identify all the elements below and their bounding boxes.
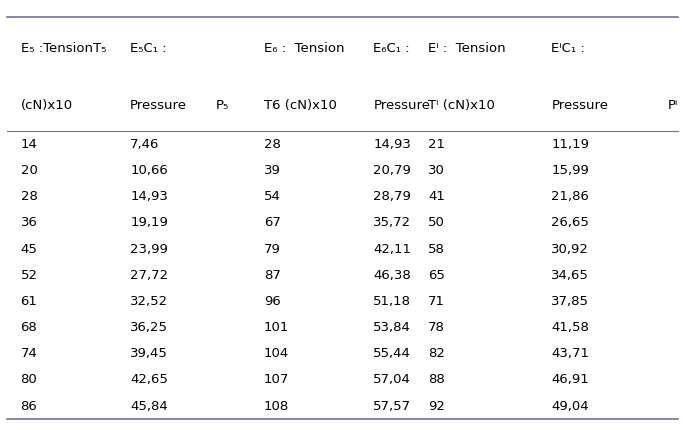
Text: 26,65: 26,65 xyxy=(551,216,589,229)
Text: 49,04: 49,04 xyxy=(551,399,589,413)
Text: T6 (cN)x10: T6 (cN)x10 xyxy=(264,99,336,112)
Text: 53,84: 53,84 xyxy=(373,321,411,334)
Text: 41,58: 41,58 xyxy=(551,321,589,334)
Text: 101: 101 xyxy=(264,321,289,334)
Text: 104: 104 xyxy=(264,347,289,360)
Text: 45: 45 xyxy=(21,243,38,255)
Text: 54: 54 xyxy=(264,190,281,203)
Text: 28,79: 28,79 xyxy=(373,190,411,203)
Text: 39: 39 xyxy=(264,164,281,177)
Text: 27,72: 27,72 xyxy=(130,269,169,282)
Text: Pressure: Pressure xyxy=(551,99,608,112)
Text: 68: 68 xyxy=(21,321,37,334)
Text: 7,46: 7,46 xyxy=(130,138,160,151)
Text: 55,44: 55,44 xyxy=(373,347,411,360)
Text: 86: 86 xyxy=(21,399,37,413)
Text: 37,85: 37,85 xyxy=(551,295,589,308)
Text: E₆ :  Tension: E₆ : Tension xyxy=(264,42,345,55)
Text: 107: 107 xyxy=(264,374,289,387)
Text: 57,04: 57,04 xyxy=(373,374,411,387)
Text: Pressure: Pressure xyxy=(130,99,187,112)
Text: 58: 58 xyxy=(428,243,445,255)
Text: 30,92: 30,92 xyxy=(551,243,589,255)
Text: Tⁱ (cN)x10: Tⁱ (cN)x10 xyxy=(428,99,495,112)
Text: 108: 108 xyxy=(264,399,289,413)
Text: 46,38: 46,38 xyxy=(373,269,411,282)
Text: 32,52: 32,52 xyxy=(130,295,169,308)
Text: 28: 28 xyxy=(21,190,38,203)
Text: EⁱC₁ :: EⁱC₁ : xyxy=(551,42,585,55)
Text: 10,66: 10,66 xyxy=(130,164,168,177)
Text: E₆C₁ :: E₆C₁ : xyxy=(373,42,410,55)
Text: 57,57: 57,57 xyxy=(373,399,412,413)
Text: 82: 82 xyxy=(428,347,445,360)
Text: 88: 88 xyxy=(428,374,445,387)
Text: 92: 92 xyxy=(428,399,445,413)
Text: 50: 50 xyxy=(428,216,445,229)
Text: P₅: P₅ xyxy=(216,99,229,112)
Text: 87: 87 xyxy=(264,269,281,282)
Text: 15,99: 15,99 xyxy=(551,164,589,177)
Text: 36: 36 xyxy=(21,216,38,229)
Text: 11,19: 11,19 xyxy=(551,138,589,151)
Text: Pressure: Pressure xyxy=(373,99,430,112)
Text: 71: 71 xyxy=(428,295,445,308)
Text: 52: 52 xyxy=(21,269,38,282)
Text: 14: 14 xyxy=(21,138,38,151)
Text: 23,99: 23,99 xyxy=(130,243,168,255)
Text: 21: 21 xyxy=(428,138,445,151)
Text: (cN)x10: (cN)x10 xyxy=(21,99,73,112)
Text: 41: 41 xyxy=(428,190,445,203)
Text: E₅C₁ :: E₅C₁ : xyxy=(130,42,166,55)
Text: 65: 65 xyxy=(428,269,445,282)
Text: Pⁱ: Pⁱ xyxy=(668,99,678,112)
Text: 14,93: 14,93 xyxy=(130,190,168,203)
Text: 42,11: 42,11 xyxy=(373,243,411,255)
Text: 28: 28 xyxy=(264,138,281,151)
Text: 30: 30 xyxy=(428,164,445,177)
Text: 67: 67 xyxy=(264,216,281,229)
Text: 46,91: 46,91 xyxy=(551,374,589,387)
Text: 34,65: 34,65 xyxy=(551,269,589,282)
Text: Eⁱ :  Tension: Eⁱ : Tension xyxy=(428,42,506,55)
Text: 21,86: 21,86 xyxy=(551,190,589,203)
Text: 45,84: 45,84 xyxy=(130,399,168,413)
Text: 78: 78 xyxy=(428,321,445,334)
Text: 74: 74 xyxy=(21,347,38,360)
Text: 35,72: 35,72 xyxy=(373,216,412,229)
Text: 51,18: 51,18 xyxy=(373,295,411,308)
Text: 42,65: 42,65 xyxy=(130,374,168,387)
Text: 61: 61 xyxy=(21,295,38,308)
Text: 20,79: 20,79 xyxy=(373,164,411,177)
Text: 43,71: 43,71 xyxy=(551,347,589,360)
Text: 36,25: 36,25 xyxy=(130,321,168,334)
Text: 80: 80 xyxy=(21,374,37,387)
Text: 19,19: 19,19 xyxy=(130,216,168,229)
Text: 39,45: 39,45 xyxy=(130,347,168,360)
Text: E₅ :TensionT₅: E₅ :TensionT₅ xyxy=(21,42,106,55)
Text: 20: 20 xyxy=(21,164,38,177)
Text: 14,93: 14,93 xyxy=(373,138,411,151)
Text: 96: 96 xyxy=(264,295,280,308)
Text: 79: 79 xyxy=(264,243,281,255)
